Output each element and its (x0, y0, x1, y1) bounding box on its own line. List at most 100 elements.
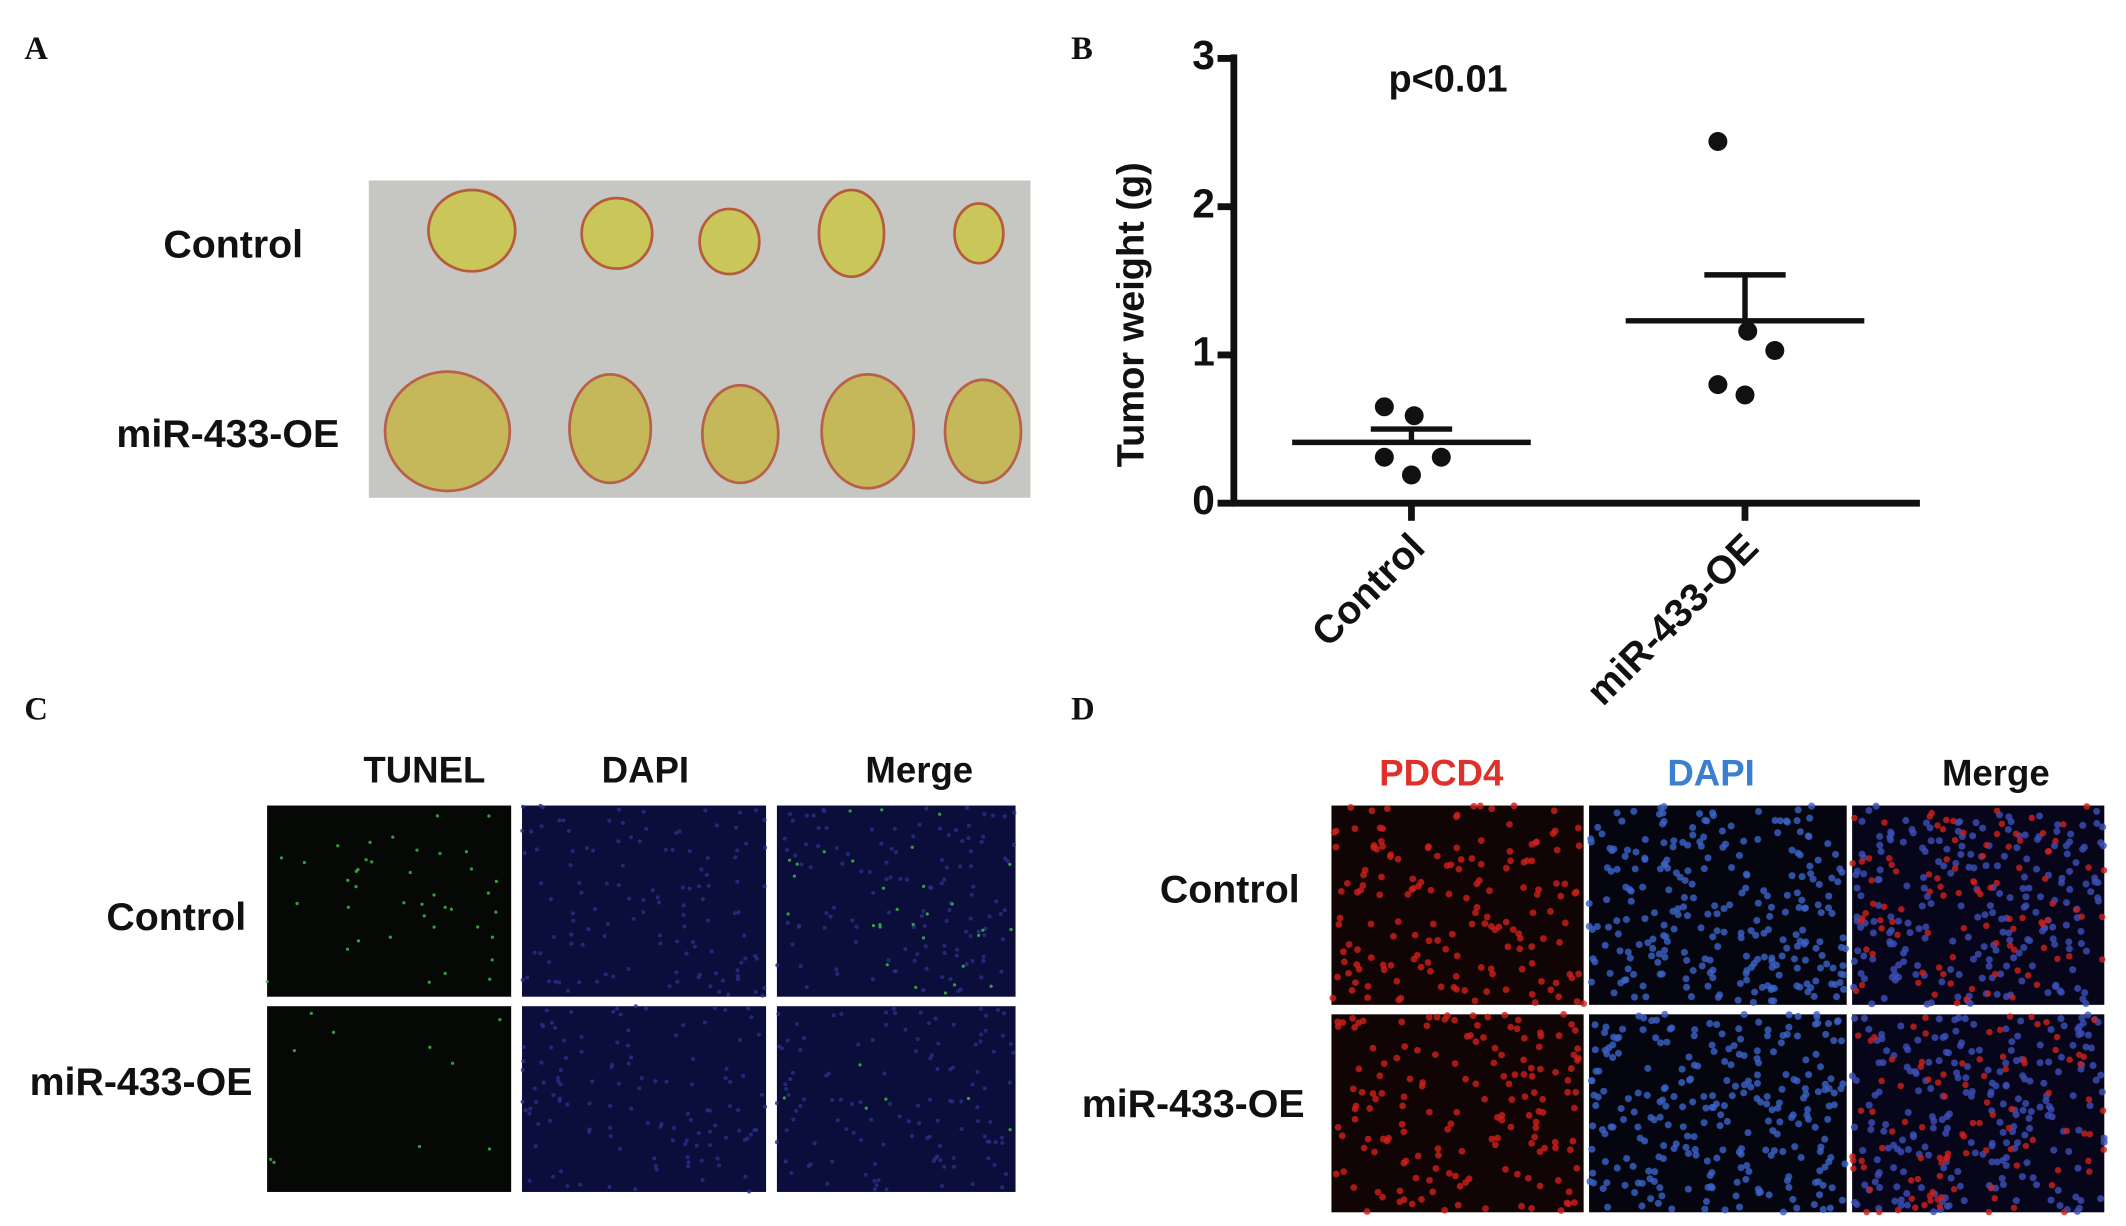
cell (1816, 1063, 1825, 1071)
cell (1629, 1162, 1637, 1170)
cell (490, 958, 494, 962)
cell (1649, 944, 1657, 952)
cell (2099, 823, 2107, 831)
cell (1437, 983, 1445, 991)
cell (986, 1156, 991, 1161)
cell (749, 1015, 754, 1020)
cell (2029, 1174, 2037, 1182)
tumors (383, 188, 1023, 493)
cell (1985, 962, 1993, 970)
cell (906, 1119, 912, 1124)
cell (1880, 903, 1888, 911)
cell (816, 844, 821, 849)
cell (604, 881, 609, 886)
cell (1684, 1185, 1692, 1193)
cell (1901, 1118, 1909, 1126)
cell (1779, 1208, 1787, 1216)
cell (1767, 903, 1775, 911)
cell (1443, 1012, 1451, 1020)
cell (1400, 1128, 1408, 1136)
cell (697, 972, 702, 977)
cell (1359, 1017, 1367, 1025)
cell (1828, 1184, 1836, 1192)
cell (2014, 967, 2021, 974)
cell (1554, 1177, 1562, 1184)
cell (1872, 802, 1880, 810)
cell (699, 867, 704, 872)
cell (1812, 1050, 1820, 1058)
cell (872, 1178, 877, 1184)
cell (1727, 1061, 1735, 1069)
cell (1364, 994, 1372, 1002)
cell (2023, 1159, 2031, 1167)
column-label: DAPI (602, 750, 689, 791)
cell (2048, 1181, 2056, 1189)
cell (1938, 1159, 1945, 1167)
cell (1463, 1032, 1471, 1040)
cell (1968, 985, 1976, 993)
cell (1702, 1197, 1711, 1205)
cell (1912, 970, 1920, 978)
cell (2019, 1106, 2027, 1114)
cell (940, 975, 945, 980)
cell (2074, 1025, 2082, 1033)
cell (1816, 1148, 1824, 1156)
cell (1531, 1133, 1538, 1141)
cell (2043, 1018, 2050, 1026)
cell (1787, 1113, 1796, 1122)
cell (1513, 1025, 1521, 1033)
cell (685, 1155, 690, 1160)
cell (1883, 1047, 1891, 1055)
cell (1850, 1123, 1858, 1131)
panel-label: B (1071, 31, 1093, 67)
cell (1839, 962, 1847, 970)
cell (565, 988, 571, 993)
cell (1927, 999, 1935, 1007)
cell (536, 1122, 541, 1127)
cell (1926, 888, 1933, 895)
cell (759, 1092, 765, 1097)
cell (1775, 971, 1783, 979)
cell (1774, 1104, 1782, 1112)
cell (1754, 835, 1762, 843)
cell (1474, 1021, 1481, 1029)
cell (1957, 850, 1965, 858)
cell (1387, 962, 1395, 969)
cell (1655, 1153, 1663, 1161)
cell (2054, 821, 2062, 829)
cell (616, 807, 621, 812)
cell (1731, 1082, 1740, 1090)
cell (1778, 1085, 1786, 1093)
cell (2036, 893, 2044, 901)
cell (1768, 1106, 1776, 1114)
cell (1613, 809, 1621, 817)
cell (1680, 893, 1688, 901)
cell (570, 911, 576, 916)
cell (939, 858, 944, 863)
cell (694, 1143, 699, 1148)
cell (871, 890, 876, 896)
cell (2084, 1011, 2092, 1019)
cell (848, 809, 852, 813)
cell (1742, 1175, 1750, 1183)
cell (1644, 939, 1652, 947)
cell (1529, 909, 1537, 917)
cell (682, 924, 687, 929)
cell (1945, 1202, 1953, 1210)
cell (1727, 822, 1735, 830)
cell (1983, 922, 1990, 930)
cell (1574, 1045, 1582, 1053)
cell (1650, 1116, 1658, 1124)
cell (1917, 1184, 1925, 1192)
cell (706, 918, 711, 923)
cell (973, 1042, 978, 1047)
cell (935, 1118, 940, 1123)
cell (1895, 961, 1903, 969)
cell (1657, 1039, 1665, 1047)
cell (839, 1011, 844, 1016)
cell (641, 910, 646, 915)
cell (1684, 867, 1692, 875)
cell (652, 1156, 657, 1161)
cell (786, 1092, 791, 1097)
cell (951, 1022, 956, 1027)
